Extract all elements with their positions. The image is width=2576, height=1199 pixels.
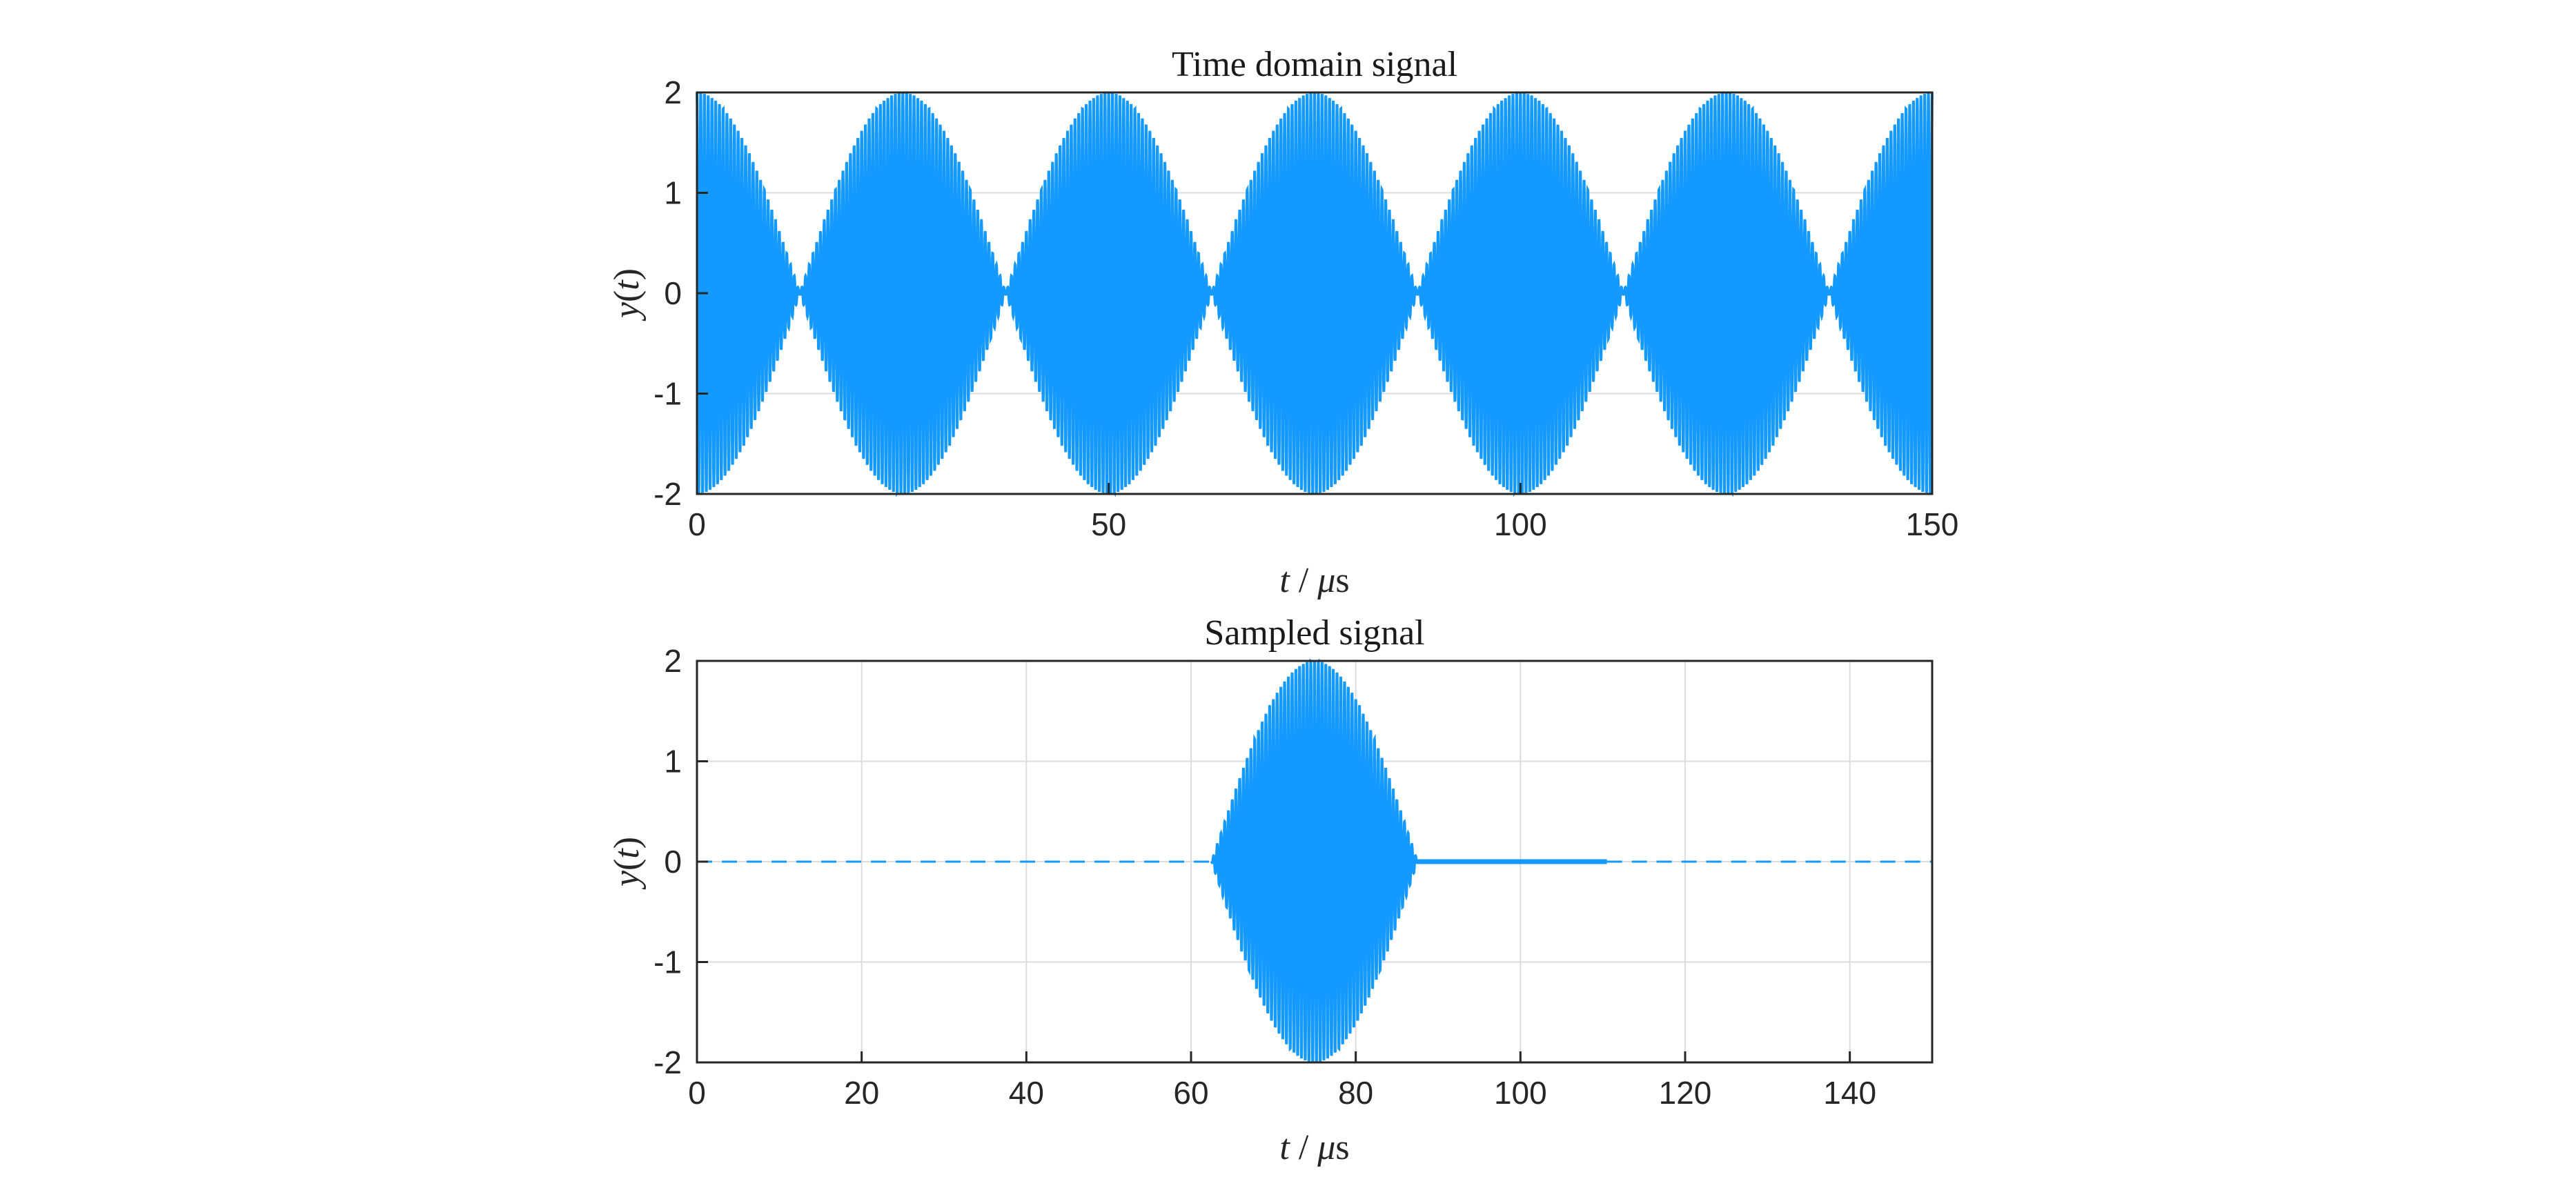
y-tick-label: 2 <box>664 75 682 110</box>
x-tick-label: 120 <box>1659 1075 1712 1111</box>
x-tick-label: 40 <box>1009 1075 1044 1111</box>
x-tick-label: 140 <box>1823 1075 1876 1111</box>
y-tick-label: 0 <box>664 275 682 311</box>
x-tick-label: 100 <box>1494 1075 1547 1111</box>
y-axis-label: y(t) <box>607 837 647 890</box>
x-tick-label: 50 <box>1091 506 1126 542</box>
y-tick-labels: 2 1 0 -1 -2 <box>653 643 708 1080</box>
x-tick-label: 0 <box>688 1075 706 1111</box>
x-tick-labels: 0 20 40 60 80 100 120 140 <box>688 1051 1876 1111</box>
x-axis-label: t / μs <box>1279 1128 1349 1167</box>
y-tick-label: -1 <box>653 376 682 412</box>
x-tick-label: 80 <box>1338 1075 1373 1111</box>
subplot-sampled: 0 20 40 60 80 100 120 140 2 1 0 -1 -2 Sampled signa… <box>607 613 1934 1167</box>
x-tick-label: 150 <box>1906 506 1959 542</box>
x-tick-label: 0 <box>688 506 706 542</box>
subplot-time-domain: 0 50 100 150 2 1 0 -1 -2 Time domain signal t /… <box>607 45 1958 600</box>
y-tick-label: -2 <box>653 476 682 512</box>
chart-title: Time domain signal <box>1172 45 1457 84</box>
y-tick-label: 1 <box>664 175 682 211</box>
x-tick-label: 60 <box>1173 1075 1208 1111</box>
chart-title: Sampled signal <box>1204 613 1424 653</box>
y-tick-label: -2 <box>653 1044 682 1080</box>
y-tick-label: 2 <box>664 643 682 679</box>
y-tick-label: -1 <box>653 944 682 980</box>
x-axis-label: t / μs <box>1279 561 1349 600</box>
y-tick-label: 1 <box>664 744 682 780</box>
x-tick-label: 100 <box>1494 506 1547 542</box>
x-tick-label: 20 <box>844 1075 879 1111</box>
y-axis-label: y(t) <box>607 268 647 321</box>
y-tick-labels: 2 1 0 -1 -2 <box>653 75 708 512</box>
x-tick-labels: 0 50 100 150 <box>688 483 1958 542</box>
y-tick-label: 0 <box>664 844 682 880</box>
